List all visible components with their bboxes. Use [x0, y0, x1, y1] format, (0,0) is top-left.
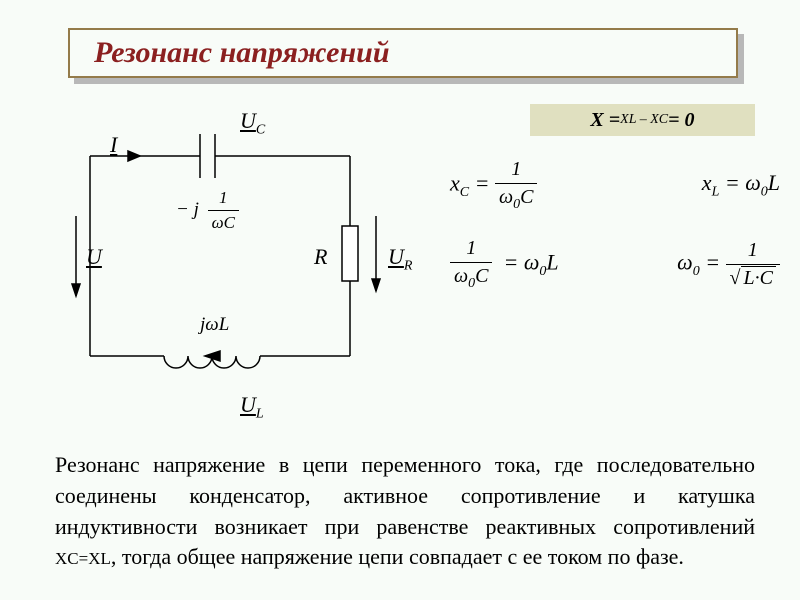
reactance-zero-formula: X = XL – XC = 0 — [530, 104, 755, 136]
circuit-diagram — [50, 96, 420, 426]
page-title: Резонанс напряжений — [94, 36, 390, 70]
label-UL: UL — [240, 392, 264, 422]
formula-xl: xL = ω0L — [702, 170, 780, 200]
label-I: I — [110, 132, 117, 158]
label-UR: UR — [388, 244, 412, 274]
formula-omega0: ω0 = 1 √L·C — [677, 239, 780, 290]
formula-block: xC = 1 ω0C xL = ω0L 1 ω0C = ω0L ω0 = 1 √… — [450, 158, 780, 316]
formula-xc: xC = 1 ω0C — [450, 158, 537, 213]
title-bar: Резонанс напряжений — [68, 28, 738, 78]
label-U: U — [86, 244, 102, 270]
formula-row-1: xC = 1 ω0C xL = ω0L — [450, 158, 780, 213]
formula-equal: 1 ω0C = ω0L — [450, 237, 559, 292]
cap-impedance-formula: − j 1 ωC — [176, 188, 239, 233]
label-R: R — [314, 244, 327, 270]
formula-row-2: 1 ω0C = ω0L ω0 = 1 √L·C — [450, 237, 780, 292]
ind-impedance-formula: jωL — [200, 314, 229, 336]
label-UC: UC — [240, 108, 265, 138]
description-paragraph: Резонанс напряжение в цепи переменного т… — [55, 450, 755, 573]
